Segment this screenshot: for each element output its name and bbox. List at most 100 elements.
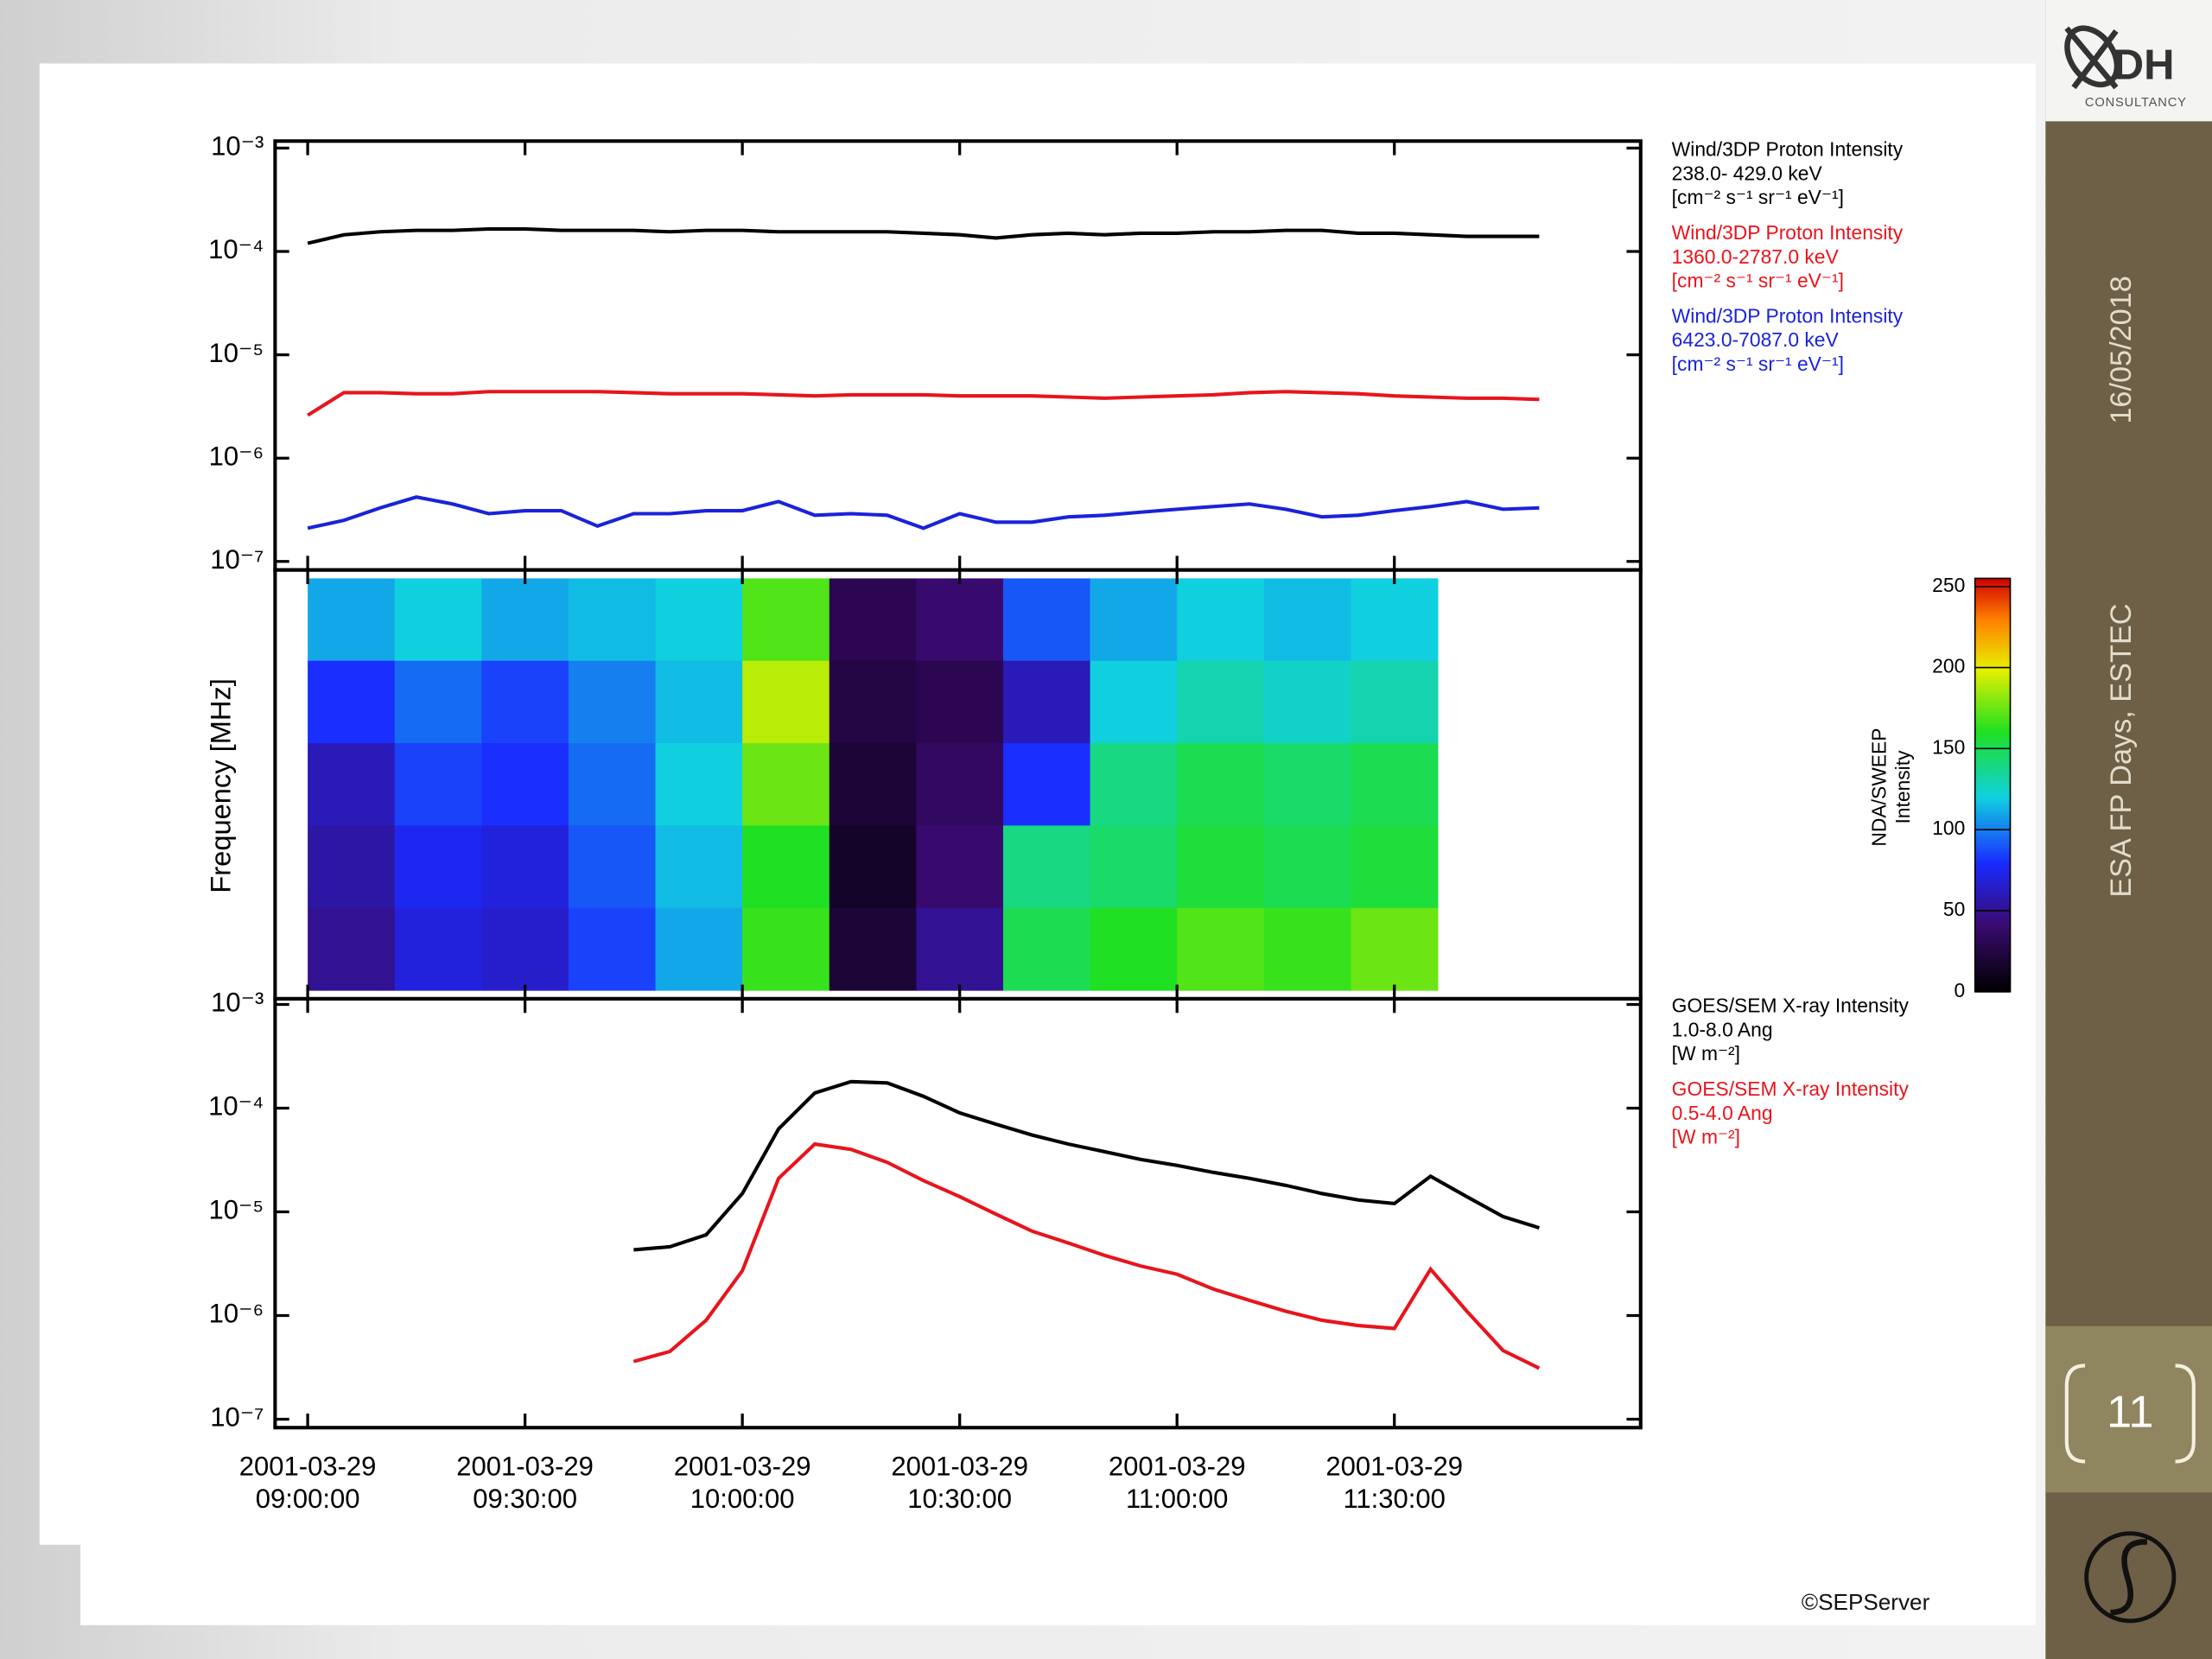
heatmap-cell [1090, 907, 1178, 991]
heatmap-cell [1090, 825, 1178, 909]
heatmap-cell [394, 743, 482, 826]
heatmap-cell [1263, 907, 1351, 991]
heatmap-cell [394, 660, 482, 744]
x-tick-label-line: 2001-03-29 [891, 1452, 1028, 1482]
series-line [633, 1079, 1541, 1252]
heatmap-cell [829, 660, 917, 744]
heatmap-cell [655, 578, 743, 662]
legend-text: Wind/3DP Proton Intensity [1672, 138, 1904, 161]
logo-mark [2064, 26, 2119, 90]
heatmap-cell [655, 660, 743, 744]
heatmap-cell [308, 825, 396, 909]
heatmap-cell [394, 578, 482, 662]
heatmap-cell [829, 907, 917, 991]
content-card-foot [80, 1537, 2036, 1625]
heatmap-cell [1351, 578, 1439, 662]
logo: DH CONSULTANCY [2064, 25, 2187, 110]
heatmap-cell [1002, 578, 1091, 662]
footer-logo [2084, 1531, 2177, 1624]
colorbar-subtitle: Intensity [1891, 750, 1914, 824]
series-line [307, 390, 1540, 417]
y-tick-label: 10⁻³ [211, 131, 264, 162]
series-line [632, 1141, 1541, 1370]
heatmap-cell [1351, 907, 1439, 991]
heatmap-cell [1002, 660, 1091, 744]
heatmap-cell [916, 743, 1004, 826]
heatmap-cell [916, 578, 1004, 662]
heatmap-cell [481, 578, 569, 662]
x-tick-label: 2001-03-29 09:30:00 [456, 1452, 594, 1515]
x-tick-label-line: 11:30:00 [1343, 1484, 1445, 1514]
series-line [307, 226, 1540, 245]
logo-subtext: CONSULTANCY [2085, 96, 2187, 110]
x-tick-label: 2001-03-29 11:30:00 [1325, 1452, 1463, 1515]
colorbar-title: NDA/SWEEP [1867, 728, 1890, 846]
figure: 10⁻³ 10⁻⁴ 10⁻⁵ 10⁻⁶ 10⁻⁷ Wind/3DP Proton Inte… [205, 131, 2012, 1515]
y-tick-label: 10⁻⁴ [208, 1091, 264, 1122]
heatmap-cell [481, 825, 569, 909]
heatmap-cell [655, 743, 743, 826]
page-number: 11 [2107, 1387, 2153, 1437]
axes-frame [273, 996, 1643, 1430]
heatmap-cell [742, 743, 830, 826]
x-tick-label-line: 2001-03-29 [674, 1452, 811, 1482]
heatmap-cell [742, 907, 830, 991]
heatmap-cell [1177, 660, 1265, 744]
heatmap-cell [916, 907, 1004, 991]
x-tick-label-line: 10:30:00 [907, 1484, 1012, 1514]
y-tick-label: 10⁻⁶ [209, 441, 264, 471]
y-tick-label: 10⁻⁷ [210, 544, 264, 575]
colorbar-tick-label: 200 [1932, 655, 1965, 677]
heatmap-cell [481, 743, 569, 826]
x-tick-label: 2001-03-29 09:00:00 [239, 1452, 377, 1515]
heatmap-cell [1002, 825, 1091, 909]
legend-text: [W m⁻²] [1672, 1126, 1740, 1148]
heatmap-cell [481, 660, 569, 744]
colorbar-tick-label: 50 [1943, 898, 1965, 920]
heatmap-cell [916, 660, 1004, 744]
legend-text: [cm⁻² s⁻¹ sr⁻¹ eV⁻¹] [1672, 353, 1844, 375]
legend-text: [cm⁻² s⁻¹ sr⁻¹ eV⁻¹] [1672, 186, 1844, 208]
heatmap-cell [308, 907, 396, 991]
x-tick-label-line: 11:00:00 [1126, 1484, 1228, 1514]
y-tick-label: 10⁻⁶ [209, 1299, 264, 1329]
heatmap-cell [742, 578, 830, 662]
x-tick-label-line: 2001-03-29 [1325, 1452, 1463, 1482]
legend-text: [cm⁻² s⁻¹ sr⁻¹ eV⁻¹] [1672, 270, 1844, 292]
colorbar-tick-label: 0 [1955, 979, 1966, 1001]
heatmap-cell [655, 907, 743, 991]
legend-text: Wind/3DP Proton Intensity [1672, 304, 1904, 327]
legend-text: 1360.0-2787.0 keV [1672, 245, 1840, 268]
legend-text: 238.0- 429.0 keV [1672, 162, 1823, 184]
legend-text: 6423.0-7087.0 keV [1672, 328, 1840, 351]
heatmap-cell [481, 907, 569, 991]
x-tick-label-line: 09:00:00 [256, 1484, 360, 1514]
colorbar-tick-label: 100 [1932, 817, 1965, 839]
heatmap-cell [568, 660, 657, 744]
series-line [307, 495, 1540, 531]
heatmap-cell [1177, 743, 1265, 826]
heatmap-cell [1090, 743, 1178, 826]
y-tick-label: 10⁻⁷ [210, 1402, 264, 1433]
heatmap-cell [742, 660, 830, 744]
heatmap-cell [308, 660, 396, 744]
heatmap-cell [1351, 825, 1439, 909]
legend-text: GOES/SEM X-ray Intensity [1672, 1077, 1910, 1100]
heatmap-cell [655, 825, 743, 909]
legend-text: 1.0-8.0 Ang [1672, 1019, 1773, 1041]
heatmap-cell [1177, 907, 1265, 991]
y-tick-label: 10⁻³ [211, 988, 264, 1018]
heatmap-cell [1263, 743, 1351, 826]
heatmap-cell [1002, 743, 1091, 826]
x-tick-label-line: 2001-03-29 [1109, 1452, 1246, 1482]
heatmap-cell [829, 578, 917, 662]
y-tick-label: 10⁻⁴ [208, 234, 264, 264]
x-tick-label-line: 09:30:00 [473, 1484, 577, 1514]
heatmap-cell [829, 825, 917, 909]
heatmap-cell [1263, 578, 1351, 662]
footer-logo-mark [2110, 1539, 2148, 1616]
heatmap-cell [394, 825, 482, 909]
heatmap-cell [1351, 743, 1439, 826]
